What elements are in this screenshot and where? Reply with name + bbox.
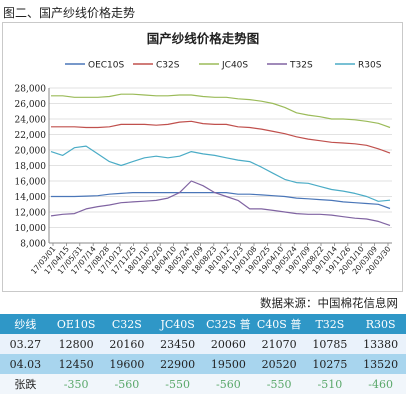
table-cell: -550 xyxy=(253,374,305,394)
table-header-cell: T32S xyxy=(304,314,356,334)
y-tick-label: 18,000 xyxy=(15,162,47,172)
y-tick-label: 14,000 xyxy=(15,193,47,203)
y-tick-label: 12,000 xyxy=(15,209,47,219)
table-cell: 13520 xyxy=(355,354,406,374)
table-header-cell: 纱线 xyxy=(0,314,51,334)
table-header-cell: C32S 普 xyxy=(203,314,254,334)
table-header-cell: C32S xyxy=(101,314,153,334)
table-cell: 04.03 xyxy=(0,354,51,374)
table-row: 张跌 -350 -560 -550 -560 -550 -510 -460 xyxy=(0,374,406,394)
table-cell: 19600 xyxy=(101,354,153,374)
chart-title: 国产纱线价格走势图 xyxy=(147,31,260,46)
table-cell: -560 xyxy=(101,374,153,394)
y-tick-label: 8,000 xyxy=(20,240,46,250)
y-tick-label: 26,000 xyxy=(15,100,47,110)
figure-caption: 图二、国产纱线价格走势 xyxy=(3,6,136,20)
table-header-cell: R30S xyxy=(355,314,406,334)
y-tick-label: 10,000 xyxy=(15,224,47,234)
table-cell: 21070 xyxy=(253,334,305,354)
table-cell: 10275 xyxy=(304,354,356,374)
y-tick-label: 20,000 xyxy=(15,147,47,157)
table-cell: 03.27 xyxy=(0,334,51,354)
series-line-jc40s xyxy=(51,93,391,129)
table-header-cell: C40S 普 xyxy=(253,314,305,334)
table-cell: 22900 xyxy=(152,354,203,374)
table-cell: -550 xyxy=(152,374,203,394)
y-tick-label: 24,000 xyxy=(15,116,47,126)
series-line-oec10s xyxy=(51,192,391,210)
table-header-cell: OE10S xyxy=(50,314,102,334)
table-cell: -560 xyxy=(203,374,254,394)
table-cell: -350 xyxy=(50,374,102,394)
price-table: 纱线 OE10S C32S JC40S C32S 普 C40S 普 T32S R… xyxy=(0,314,406,394)
table-cell: 张跌 xyxy=(0,374,51,394)
table-cell: -460 xyxy=(355,374,406,394)
table-cell: 12800 xyxy=(50,334,102,354)
table-cell: 12450 xyxy=(50,354,102,374)
table-cell: 10785 xyxy=(304,334,356,354)
table-cell: 20060 xyxy=(203,334,254,354)
table-row: 03.27 12800 20160 23450 20060 21070 1078… xyxy=(0,334,406,354)
legend-label: C32S xyxy=(156,61,180,71)
y-tick-label: 22,000 xyxy=(15,131,47,141)
chart-frame: 国产纱线价格走势图 OEC10S C32S JC40S T32S R30S 8,000 10,… xyxy=(2,22,403,292)
table-cell: 13380 xyxy=(355,334,406,354)
legend-label: OEC10S xyxy=(88,61,125,71)
table-header-row: 纱线 OE10S C32S JC40S C32S 普 C40S 普 T32S R… xyxy=(0,314,406,334)
table-row: 04.03 12450 19600 22900 19500 20520 1027… xyxy=(0,354,406,374)
legend-label: T32S xyxy=(289,61,313,71)
y-tick-label: 28,000 xyxy=(15,85,47,95)
data-source-note: 数据来源：中国棉花信息网 xyxy=(260,296,398,310)
table-header-cell: JC40S xyxy=(152,314,203,334)
y-tick-label: 16,000 xyxy=(15,178,47,188)
table-cell: 19500 xyxy=(203,354,254,374)
table-cell: -510 xyxy=(304,374,356,394)
legend-label: JC40S xyxy=(221,61,248,71)
table-cell: 20520 xyxy=(253,354,305,374)
price-chart: 国产纱线价格走势图 OEC10S C32S JC40S T32S R30S 8,000 10,… xyxy=(15,31,393,276)
table-cell: 20160 xyxy=(101,334,153,354)
series-line-t32s xyxy=(50,180,391,226)
legend-label: R30S xyxy=(358,61,382,71)
series-line-r30s xyxy=(50,145,391,202)
table-cell: 23450 xyxy=(152,334,203,354)
series-line-c32s xyxy=(51,120,391,154)
